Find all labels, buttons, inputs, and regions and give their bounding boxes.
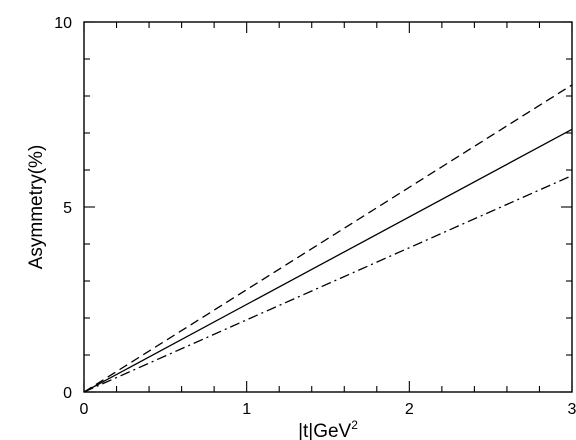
plot-frame — [83, 21, 573, 393]
series-layer — [83, 84, 573, 393]
y-tick-label: 5 — [63, 200, 72, 217]
x-tick-label: 0 — [80, 401, 89, 418]
x-tick-label: 2 — [405, 401, 414, 418]
major-ticks — [83, 21, 573, 393]
y-tick-label: 10 — [54, 15, 72, 32]
y-tick-labels: 0 5 10 — [54, 15, 72, 402]
minor-ticks — [84, 22, 572, 392]
x-tick-labels: 0 1 2 3 — [80, 401, 576, 418]
y-axis-title: Asymmetry(%) — [26, 145, 47, 270]
y-tick-label: 0 — [63, 385, 72, 402]
x-axis-title: |t|GeV2 — [298, 418, 358, 440]
series-line-solid — [83, 128, 573, 393]
x-tick-label: 1 — [242, 401, 251, 418]
x-axis-title-superscript: 2 — [351, 418, 358, 432]
x-tick-label: 3 — [568, 401, 576, 418]
series-line-dash-dot — [83, 174, 573, 393]
series-line-dashed — [83, 84, 573, 393]
x-axis-title-main: |t|GeV — [298, 421, 351, 440]
